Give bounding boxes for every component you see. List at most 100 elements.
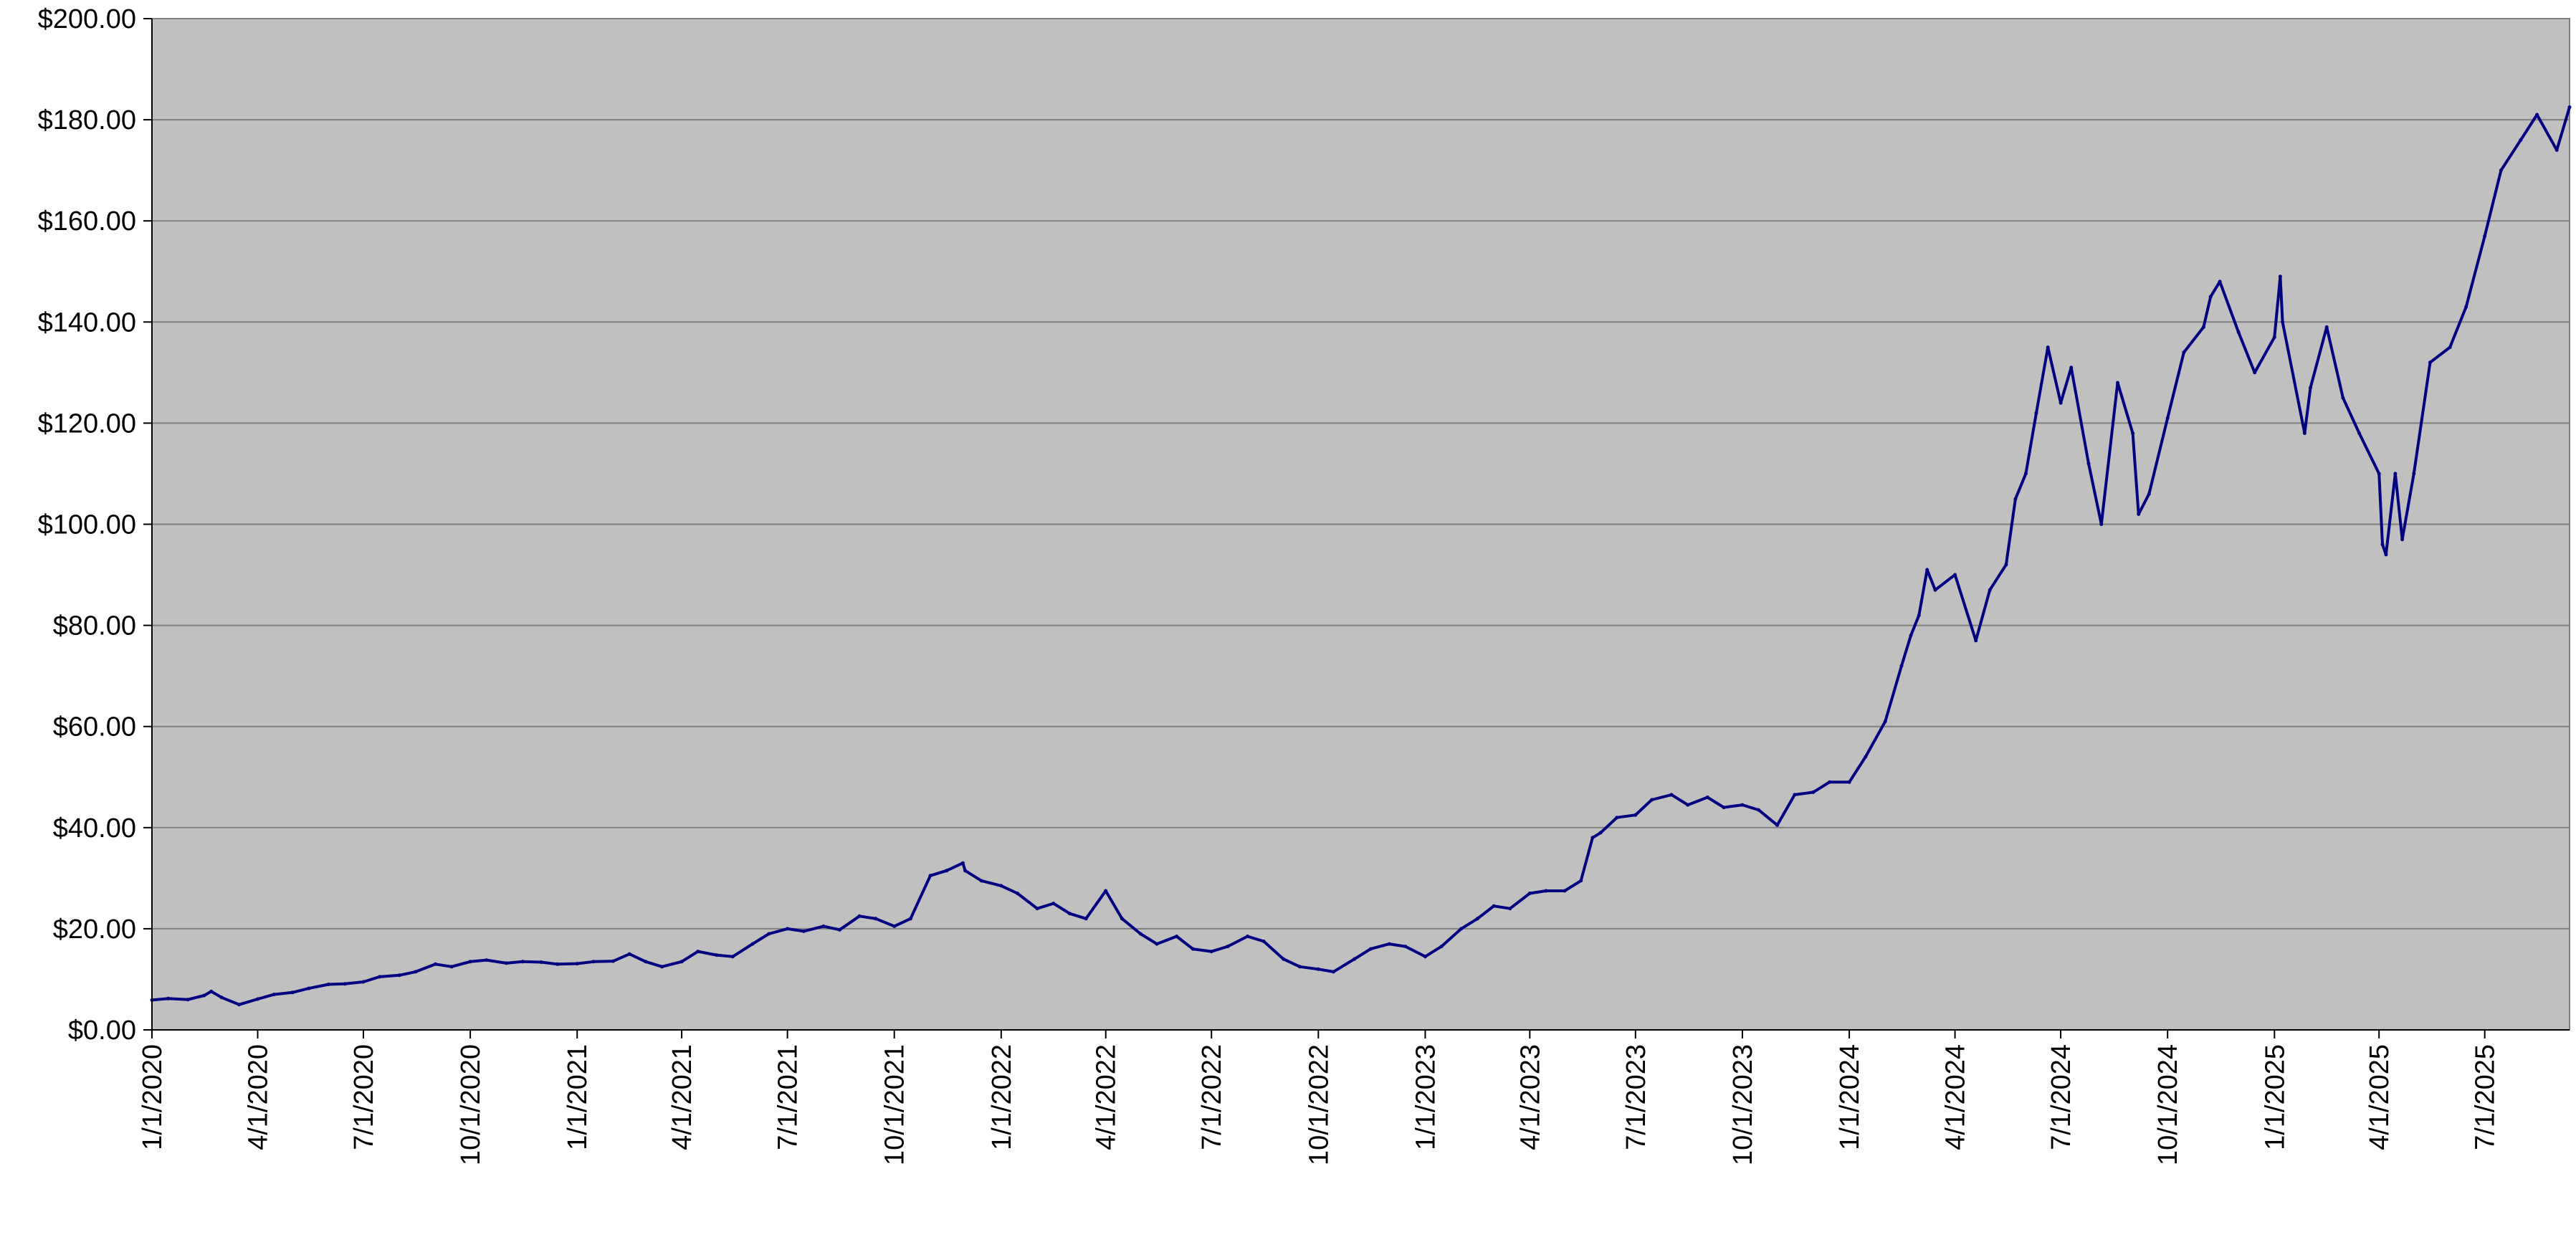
data-point xyxy=(892,924,897,928)
data-point xyxy=(166,996,171,1000)
data-point xyxy=(1191,947,1195,951)
data-point xyxy=(2384,553,2388,557)
data-point xyxy=(2302,431,2307,435)
x-tick-label: 7/1/2025 xyxy=(2471,1044,2501,1150)
data-point xyxy=(644,960,648,964)
data-point xyxy=(2099,522,2104,526)
y-tick-label: $20.00 xyxy=(53,914,136,945)
data-point xyxy=(2499,168,2503,173)
data-point xyxy=(1016,892,1019,895)
data-point xyxy=(1883,720,1887,724)
data-point xyxy=(2448,345,2452,350)
data-point xyxy=(2004,563,2008,567)
data-point xyxy=(2013,497,2018,501)
data-point xyxy=(2281,320,2285,324)
data-point xyxy=(1459,927,1464,931)
x-axis: 1/1/2020 4/1/2020 7/1/2020 10/1/2020 1/1/202… xyxy=(138,1030,2501,1165)
data-point xyxy=(1722,806,1726,810)
data-point xyxy=(1899,664,1904,668)
y-tick-label: $140.00 xyxy=(38,307,136,338)
data-point xyxy=(801,929,806,933)
data-point xyxy=(1633,813,1638,817)
data-point xyxy=(1925,568,1929,572)
data-point xyxy=(945,869,949,873)
data-point xyxy=(1828,780,1831,784)
x-tick-label: 4/1/2024 xyxy=(1941,1044,1971,1150)
data-point xyxy=(485,958,489,963)
data-point xyxy=(1282,957,1286,961)
data-point xyxy=(2554,148,2559,152)
data-point xyxy=(449,965,454,969)
data-point xyxy=(2069,366,2074,370)
data-point xyxy=(1226,945,1230,949)
data-point xyxy=(237,1003,242,1007)
data-point xyxy=(555,962,560,966)
data-point xyxy=(1368,947,1373,951)
data-point xyxy=(434,962,437,966)
data-point xyxy=(326,983,330,986)
x-tick-label: 1/1/2023 xyxy=(1411,1044,1441,1150)
x-tick-label: 1/1/2025 xyxy=(2260,1044,2290,1150)
data-point xyxy=(2116,381,2119,385)
data-point xyxy=(1331,970,1335,974)
data-point xyxy=(1387,942,1391,946)
data-point xyxy=(209,989,214,993)
data-point xyxy=(2567,105,2572,109)
data-point xyxy=(821,924,826,928)
data-point xyxy=(2400,538,2405,542)
data-point xyxy=(1120,917,1124,921)
data-point xyxy=(256,997,259,1001)
x-tick-label: 1/1/2020 xyxy=(138,1044,168,1150)
data-point xyxy=(2086,462,2091,466)
data-point xyxy=(1261,940,1266,943)
data-point xyxy=(1246,935,1249,938)
data-point xyxy=(2324,325,2329,329)
y-tick-label: $200.00 xyxy=(38,4,136,34)
data-point xyxy=(1297,965,1302,969)
data-point xyxy=(539,960,543,964)
data-point xyxy=(186,998,190,1002)
x-tick-label: 1/1/2024 xyxy=(1835,1044,1865,1150)
data-point xyxy=(1740,803,1745,807)
x-tick-label: 10/1/2021 xyxy=(880,1044,910,1165)
data-point xyxy=(397,973,401,978)
data-point xyxy=(520,960,525,964)
data-point xyxy=(2380,543,2385,547)
data-point xyxy=(715,953,719,957)
data-point xyxy=(963,869,968,873)
data-point xyxy=(1439,945,1444,949)
data-point xyxy=(1035,907,1039,911)
data-point xyxy=(838,927,841,932)
data-point xyxy=(1988,588,1992,592)
data-point xyxy=(2309,386,2312,390)
x-tick-label: 7/1/2021 xyxy=(773,1044,803,1150)
data-point xyxy=(2236,330,2241,334)
data-point xyxy=(2208,295,2213,299)
data-point xyxy=(1316,967,1320,971)
data-point xyxy=(2428,360,2432,365)
data-point xyxy=(1864,755,1868,759)
data-point xyxy=(611,959,615,963)
data-point xyxy=(1933,588,1937,592)
y-tick-label: $80.00 xyxy=(53,611,136,641)
y-tick-label: $100.00 xyxy=(38,510,136,540)
y-tick-label: $180.00 xyxy=(38,105,136,135)
data-point xyxy=(999,884,1003,888)
data-point xyxy=(1811,790,1816,794)
data-point xyxy=(1544,889,1548,893)
data-point xyxy=(1579,879,1583,883)
data-point xyxy=(2218,280,2222,284)
data-point xyxy=(219,995,224,1000)
data-point xyxy=(1068,912,1072,916)
y-tick-label: $120.00 xyxy=(38,409,136,439)
data-point xyxy=(2165,416,2170,420)
data-point xyxy=(2201,325,2205,329)
data-point xyxy=(2377,472,2381,476)
data-point xyxy=(1051,902,1056,906)
data-point xyxy=(272,993,276,997)
data-point xyxy=(1793,793,1797,797)
data-point xyxy=(2059,401,2063,405)
data-point xyxy=(1775,823,1780,827)
x-tick-label: 4/1/2023 xyxy=(1515,1044,1545,1150)
